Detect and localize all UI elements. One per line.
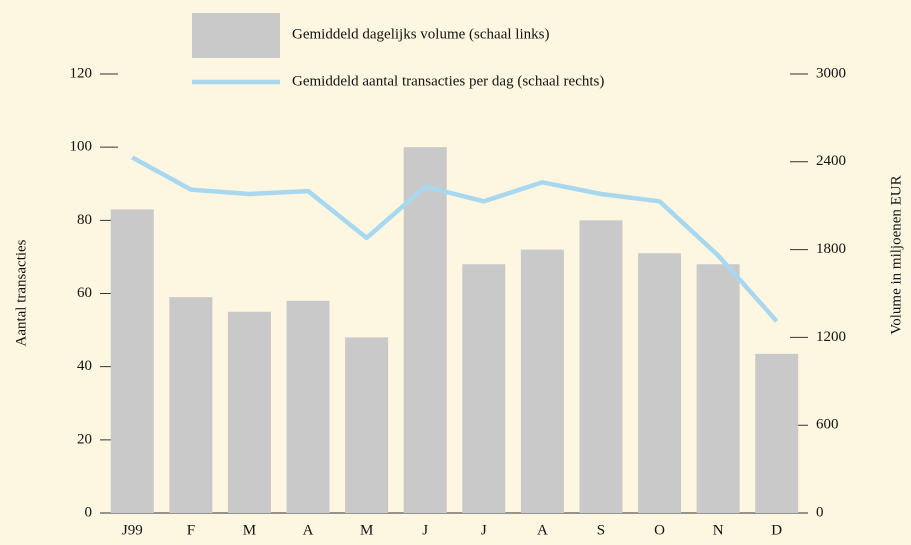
legend-label: Gemiddeld dagelijks volume (schaal links… [292, 26, 549, 42]
x-tick-label: S [597, 522, 605, 538]
y2-tick-label: 600 [816, 417, 839, 433]
y-tick-label: 40 [77, 358, 92, 374]
bar [403, 147, 447, 513]
legend-label: Gemiddeld aantal transacties per dag (sc… [292, 73, 604, 89]
bar [755, 353, 799, 513]
bar [227, 311, 271, 513]
bar [696, 264, 740, 513]
y-tick-label: 120 [70, 65, 93, 81]
y2-tick-label: 2400 [816, 153, 846, 169]
bar [110, 209, 154, 513]
bar [345, 337, 389, 513]
x-tick-label: M [243, 522, 256, 538]
y-tick-label: 20 [77, 431, 92, 447]
x-tick-label: F [187, 522, 195, 538]
y-tick-label: 100 [70, 139, 93, 155]
x-tick-label: N [713, 522, 724, 538]
x-tick-label: J [481, 522, 487, 538]
y2-tick-label: 1200 [816, 329, 846, 345]
x-tick-label: J99 [122, 522, 143, 538]
y-tick-label: 80 [77, 212, 92, 228]
x-tick-label: A [537, 522, 548, 538]
legend-swatch [192, 13, 280, 58]
y2-tick-label: 3000 [816, 65, 846, 81]
bar [462, 264, 506, 513]
y-axis-label: Aantal transacties [13, 239, 29, 346]
y-tick-label: 60 [77, 285, 92, 301]
x-tick-label: D [771, 522, 782, 538]
bar [579, 220, 623, 514]
bar [520, 249, 564, 513]
x-tick-label: A [303, 522, 314, 538]
y2-axis-label: Volume in miljoenen EUR [888, 175, 904, 334]
line [131, 155, 779, 323]
bar [169, 297, 213, 513]
x-tick-label: J [422, 522, 428, 538]
bar [638, 253, 682, 513]
y2-tick-label: 0 [816, 504, 824, 520]
y-tick-label: 0 [85, 504, 93, 520]
bar [286, 300, 330, 513]
y2-tick-label: 1800 [816, 241, 846, 257]
x-tick-label: O [654, 522, 665, 538]
x-tick-label: M [360, 522, 373, 538]
